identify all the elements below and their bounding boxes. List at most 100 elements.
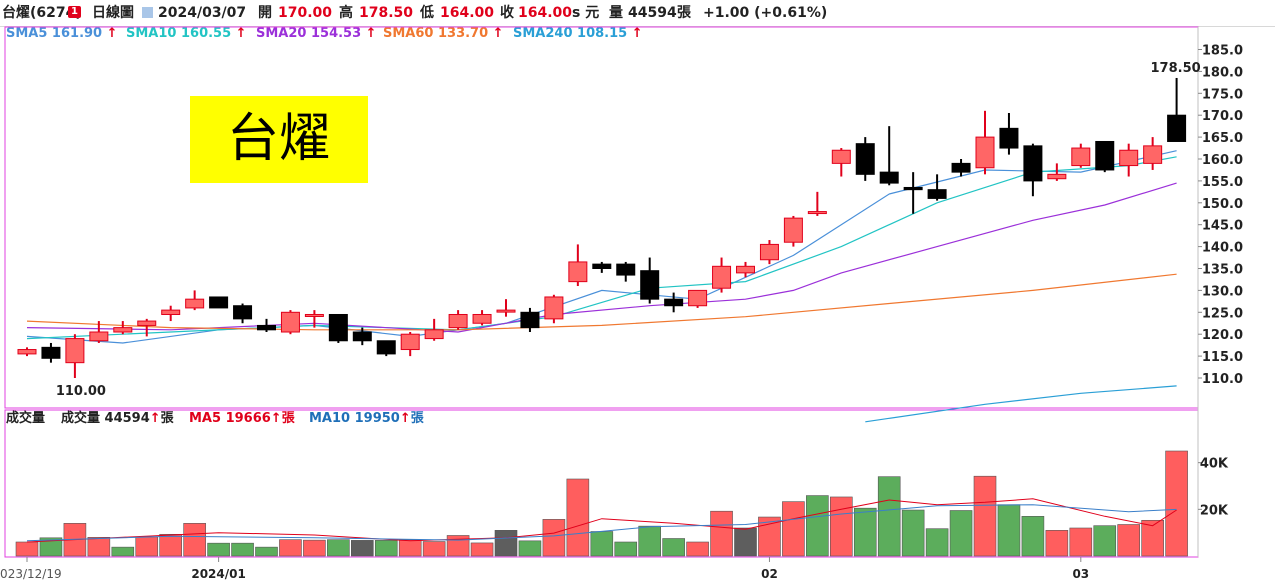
candle xyxy=(664,292,684,313)
volume-ma10-line xyxy=(26,504,1177,542)
volume-bar xyxy=(231,542,254,557)
candle-body xyxy=(736,265,755,274)
volume-bar xyxy=(1141,519,1164,557)
volume-bar xyxy=(135,536,159,557)
up-arrow-icon: ↑ xyxy=(270,411,282,426)
candle-body xyxy=(568,261,588,283)
up-arrow-icon: ↑ xyxy=(102,26,118,41)
volume-tick-label: 40K xyxy=(1200,457,1229,472)
candle-body xyxy=(831,149,851,164)
ma-legend-item[interactable]: SMA20 154.53 ↑ xyxy=(256,26,377,41)
candle-body xyxy=(712,265,732,289)
candle xyxy=(1119,143,1139,177)
price-tick-label: 145.0 xyxy=(1202,219,1243,234)
up-arrow-icon: ↑ xyxy=(488,26,504,41)
candle xyxy=(783,215,803,247)
candle-body xyxy=(280,311,300,333)
candle xyxy=(352,327,372,346)
candle-body xyxy=(448,313,468,329)
candle xyxy=(1143,137,1163,170)
volume-bar xyxy=(1117,524,1140,557)
price-axis: 110.0 115.0 120.0 125.0 130.0 135.0 140.0 145.0… xyxy=(1198,44,1243,387)
volume-bar xyxy=(255,546,278,557)
candle xyxy=(41,342,61,363)
volume-bar xyxy=(327,539,350,557)
ma-legend-item[interactable]: SMA240 108.15 ↑ xyxy=(513,26,643,41)
volume-ma5-legend: MA5 19666↑張 xyxy=(189,411,295,426)
volume-bar xyxy=(15,541,39,557)
volume-bars xyxy=(15,450,1188,557)
volume-bar xyxy=(638,525,662,557)
volume-bar xyxy=(590,531,614,557)
candle-body xyxy=(376,340,396,355)
candle xyxy=(1047,163,1067,181)
volume-title: 成交量 xyxy=(6,411,46,426)
candle-body xyxy=(951,162,971,173)
volume-unit: 張 xyxy=(677,5,691,21)
volume-tick-label: 20K xyxy=(1200,503,1229,518)
candle-body xyxy=(233,305,253,320)
candle xyxy=(1095,140,1115,173)
ma-line-sma20 xyxy=(26,182,1177,333)
volume-bar xyxy=(925,528,949,557)
volume-bar xyxy=(710,510,733,557)
candle xyxy=(568,244,588,287)
candles: 178.50 110.00 xyxy=(17,61,1201,399)
candle xyxy=(759,240,779,265)
low-label: 低 xyxy=(420,5,434,21)
open-label: 開 xyxy=(258,5,272,21)
ma-legend-item[interactable]: SMA10 160.55 ↑ xyxy=(126,26,247,41)
volume-bar xyxy=(111,546,135,557)
candle-body xyxy=(89,331,109,342)
candle xyxy=(304,310,324,328)
candle-body xyxy=(1167,114,1187,142)
open-value: 170.00 xyxy=(278,5,333,21)
ma-lines xyxy=(26,150,1177,423)
candle xyxy=(879,126,899,186)
alert-badge[interactable]: 1 xyxy=(68,6,81,18)
price-tick-label: 180.0 xyxy=(1202,65,1243,80)
volume-bar xyxy=(398,539,422,557)
candle-body xyxy=(41,346,61,359)
candle xyxy=(544,294,564,324)
ma-legend-item[interactable]: SMA5 161.90 ↑ xyxy=(6,26,118,41)
volume-bar xyxy=(973,475,997,557)
date-tick-label: 03 xyxy=(1072,567,1089,581)
candle-body xyxy=(520,311,540,329)
up-arrow-icon: ↑ xyxy=(149,411,161,426)
candle xyxy=(257,318,276,333)
ma-line-sma240 xyxy=(865,385,1177,423)
candle xyxy=(616,261,636,282)
candle-body xyxy=(400,333,420,351)
volume-bar xyxy=(686,541,709,557)
price-panel-border xyxy=(4,26,1199,409)
volume-bar xyxy=(782,501,805,557)
volume-bar xyxy=(422,541,446,557)
candle-body xyxy=(161,309,181,315)
date-tick-label: 2023/12/19 xyxy=(0,567,62,581)
candle xyxy=(592,261,612,273)
candle-body xyxy=(1071,147,1091,167)
date-tick-label: 2024/01 xyxy=(191,567,245,581)
volume-bar xyxy=(494,530,518,557)
candle xyxy=(1023,143,1043,197)
ma-line-sma5 xyxy=(26,150,1177,344)
stock-name[interactable]: 台燿(6274) xyxy=(2,5,82,21)
volume-bar xyxy=(279,539,302,557)
candle xyxy=(855,137,875,181)
volume-bar xyxy=(470,542,494,557)
volume-bar xyxy=(734,527,757,557)
volume-bar xyxy=(758,516,781,557)
ma-legend-item[interactable]: SMA60 133.70 ↑ xyxy=(383,26,504,41)
price-tick-label: 120.0 xyxy=(1202,328,1243,343)
candle-body xyxy=(185,298,205,309)
chart-type[interactable]: 日線圖 xyxy=(92,5,134,21)
candle-body xyxy=(472,313,492,324)
volume-bar xyxy=(87,537,111,557)
candle-body xyxy=(783,217,803,243)
candle xyxy=(376,340,396,357)
calendar-icon[interactable] xyxy=(142,7,153,18)
candle xyxy=(831,148,851,177)
volume-bar xyxy=(877,476,901,557)
